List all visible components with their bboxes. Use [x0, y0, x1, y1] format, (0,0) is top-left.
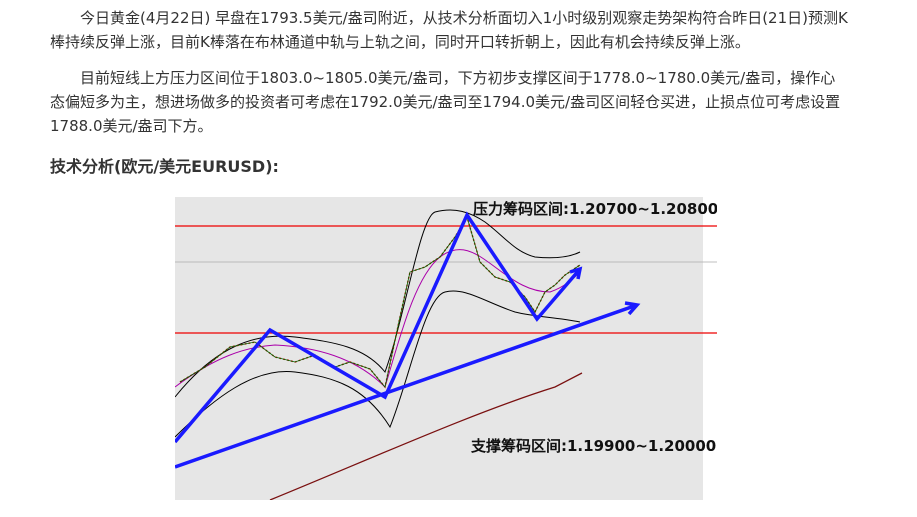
bollinger-middle	[175, 249, 581, 388]
section-heading: 技术分析(欧元/美元EURUSD):	[50, 157, 279, 176]
resistance-label: 压力筹码区间:1.20700~1.20800	[473, 200, 717, 218]
chart-image: 压力筹码区间:1.20700~1.20800 支撑筹码区间:1.19900~1.…	[175, 197, 717, 500]
bollinger-lower	[175, 290, 581, 438]
moving-average	[269, 372, 583, 500]
paragraph: 目前短线上方压力区间位于1803.0~1805.0美元/盎司，下方初步支撑区间于…	[50, 69, 841, 135]
trend-arrows	[175, 211, 641, 469]
price-candles-shadow	[179, 216, 581, 388]
price-axis	[703, 197, 717, 500]
paragraph: 今日黄金(4月22日) 早盘在1793.5美元/盎司附近，从技术分析面切入1小时…	[50, 9, 848, 51]
support-label: 支撑筹码区间:1.19900~1.20000	[470, 437, 716, 455]
